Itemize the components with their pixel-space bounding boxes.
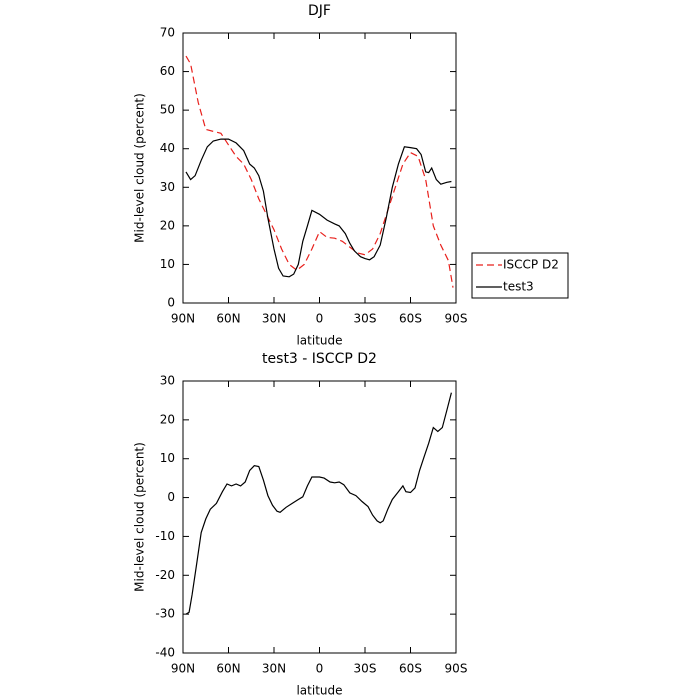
- x-tick-label: 90N: [171, 662, 195, 676]
- x-tick-label: 60S: [399, 662, 422, 676]
- x-tick-label: 90S: [445, 312, 468, 326]
- legend-label: ISCCP D2: [503, 258, 559, 272]
- plot-frame: [182, 380, 457, 654]
- y-tick-label: 40: [160, 141, 175, 155]
- x-tick-label: 60N: [216, 312, 240, 326]
- x-tick-label: 90N: [171, 312, 195, 326]
- y-tick-label: 0: [167, 490, 175, 504]
- x-tick-label: 30S: [354, 312, 377, 326]
- y-tick-label: 50: [160, 103, 175, 117]
- y-tick-label: 30: [160, 180, 175, 194]
- y-tick-label: 20: [160, 218, 175, 232]
- y-tick-label: 30: [160, 374, 175, 388]
- x-tick-label: 60S: [399, 312, 422, 326]
- y-tick-label: 70: [160, 26, 175, 40]
- x-axis-label: latitude: [296, 334, 342, 348]
- plot-frame: [182, 32, 457, 304]
- x-tick-label: 30N: [262, 662, 286, 676]
- y-tick-label: 60: [160, 64, 175, 78]
- y-tick-label: -20: [155, 568, 175, 582]
- y-tick-label: -10: [155, 529, 175, 543]
- data-line: [185, 55, 454, 288]
- y-tick-label: 10: [160, 451, 175, 465]
- x-tick-label: 0: [316, 662, 324, 676]
- y-tick-label: 10: [160, 257, 175, 271]
- data-line: [185, 392, 452, 615]
- x-tick-label: 30N: [262, 312, 286, 326]
- x-tick-label: 30S: [354, 662, 377, 676]
- x-tick-label: 0: [316, 312, 324, 326]
- legend-label: test3: [503, 280, 534, 294]
- y-axis-label: Mid-level cloud (percent): [133, 442, 147, 592]
- x-tick-label: 60N: [216, 662, 240, 676]
- chart-title: test3 - ISCCP D2: [262, 351, 377, 367]
- y-tick-label: 20: [160, 412, 175, 426]
- y-tick-label: 0: [167, 296, 175, 310]
- y-tick-label: -30: [155, 607, 175, 621]
- data-line: [185, 138, 452, 278]
- y-tick-label: -40: [155, 646, 175, 660]
- x-axis-label: latitude: [296, 684, 342, 698]
- x-tick-label: 90S: [445, 662, 468, 676]
- legend-box: [471, 252, 569, 299]
- chart-title: DJF: [308, 3, 331, 19]
- y-axis-label: Mid-level cloud (percent): [133, 93, 147, 243]
